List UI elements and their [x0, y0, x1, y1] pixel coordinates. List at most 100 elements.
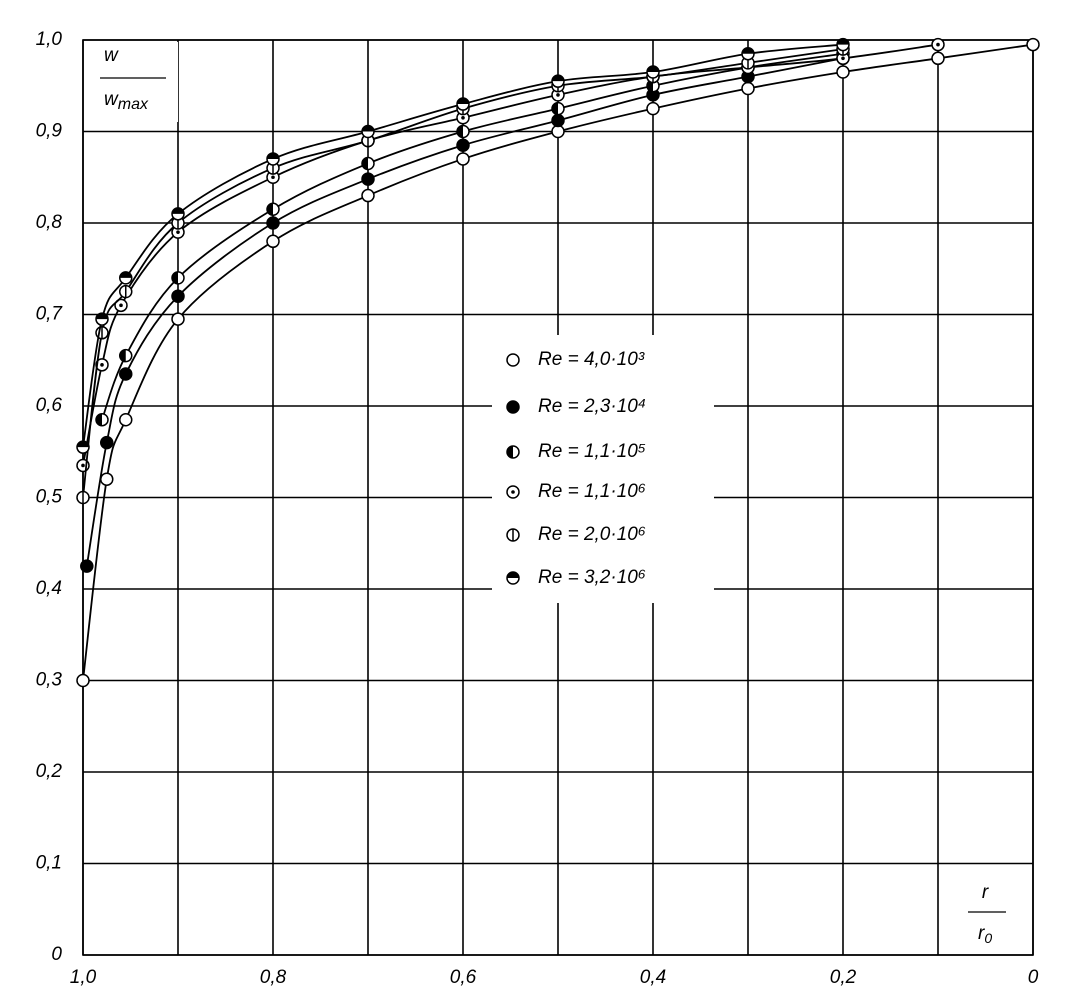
marker-fill: [552, 102, 558, 115]
marker-fill: [172, 207, 184, 214]
marker-dot: [119, 303, 123, 308]
marker-group: [551, 74, 565, 88]
marker-group: [95, 358, 109, 372]
marker-dot: [511, 490, 515, 494]
marker: [100, 472, 114, 486]
x-label-denominator-text: r: [978, 923, 985, 944]
marker-group: [171, 312, 185, 326]
marker-group: [456, 152, 470, 166]
y-tick-label: 0,1: [36, 853, 62, 874]
marker: [551, 113, 565, 128]
y-tick-label: 0,8: [36, 212, 63, 233]
marker-group: [171, 271, 185, 285]
marker: [836, 65, 850, 79]
marker-group: [266, 234, 280, 249]
marker-group: [456, 97, 470, 111]
marker: [266, 234, 280, 249]
marker-group: [551, 101, 565, 116]
marker-dot: [936, 42, 940, 47]
marker-group: [171, 225, 185, 239]
marker: [80, 559, 94, 573]
label-backing: [950, 870, 1025, 950]
marker-group: [171, 289, 185, 303]
marker-group: [551, 124, 565, 139]
marker-group: [456, 124, 470, 139]
marker-group: [119, 271, 133, 285]
marker-group: [114, 298, 128, 313]
marker: [361, 172, 375, 186]
marker-group: [646, 101, 660, 116]
marker-group: [361, 156, 375, 171]
y-tick-label: 1,0: [36, 29, 63, 50]
marker-group: [551, 113, 565, 128]
marker-group: [506, 445, 520, 459]
marker-dot: [556, 93, 560, 97]
marker-group: [1026, 37, 1040, 52]
marker-group: [95, 412, 109, 427]
marker-group: [119, 284, 133, 299]
marker-fill: [96, 313, 108, 320]
y-label-denominator: wmax: [104, 89, 149, 113]
marker: [76, 673, 90, 688]
legend-label: Re = 2,3·10⁴: [538, 396, 646, 417]
marker: [171, 312, 185, 326]
marker-group: [506, 485, 520, 499]
x-tick-label: 0,8: [260, 967, 287, 988]
marker-group: [266, 216, 280, 230]
marker-fill: [552, 75, 564, 82]
marker-fill: [507, 446, 513, 458]
marker: [931, 51, 945, 66]
marker-group: [931, 51, 945, 66]
marker: [551, 124, 565, 139]
marker-group: [171, 207, 185, 221]
marker-fill: [267, 203, 273, 216]
legend-label: Re = 3,2·10⁶: [538, 567, 646, 588]
marker-dot: [100, 363, 104, 367]
marker: [1026, 37, 1040, 52]
y-label-subscript: max: [118, 96, 149, 113]
marker-group: [456, 138, 470, 152]
legend-label: Re = 1,1·10⁵: [538, 441, 646, 462]
marker-fill: [742, 47, 754, 54]
marker-group: [361, 124, 375, 139]
marker-group: [361, 172, 375, 186]
marker-fill: [96, 413, 102, 426]
curve: [101, 52, 844, 421]
marker-group: [76, 673, 90, 688]
marker-group: [80, 559, 94, 573]
marker-group: [119, 348, 133, 363]
marker-group: [361, 133, 375, 148]
marker-fill: [172, 271, 178, 284]
marker-group: [931, 37, 945, 52]
marker-fill: [119, 349, 126, 362]
y-tick-label: 0,2: [36, 761, 63, 782]
marker-dot: [461, 115, 465, 120]
marker-group: [100, 435, 114, 450]
marker-fill: [647, 66, 659, 73]
marker-group: [361, 188, 375, 203]
y-tick-label: 0,4: [36, 578, 62, 599]
marker-group: [119, 367, 133, 381]
y-label-denominator-text: w: [104, 89, 119, 110]
x-tick-label: 0,2: [830, 967, 857, 988]
marker: [741, 81, 755, 96]
x-label-denominator: r0: [978, 923, 992, 946]
y-tick-label: 0,6: [36, 395, 63, 416]
legend-label: Re = 1,1·10⁶: [538, 481, 646, 502]
marker: [119, 367, 133, 381]
marker-dot: [81, 463, 85, 468]
marker: [119, 412, 133, 427]
y-tick-label: 0,7: [36, 304, 64, 325]
marker-group: [506, 400, 520, 414]
marker-fill: [457, 98, 469, 105]
marker: [100, 435, 114, 450]
y-tick-label: 0,3: [36, 670, 63, 691]
legend-box: [492, 335, 714, 603]
marker: [456, 152, 470, 166]
marker-dot: [176, 230, 180, 234]
marker: [646, 101, 660, 116]
marker-group: [95, 312, 109, 326]
legend-label: Re = 2,0·10⁶: [538, 524, 646, 545]
marker-dot: [271, 175, 275, 180]
